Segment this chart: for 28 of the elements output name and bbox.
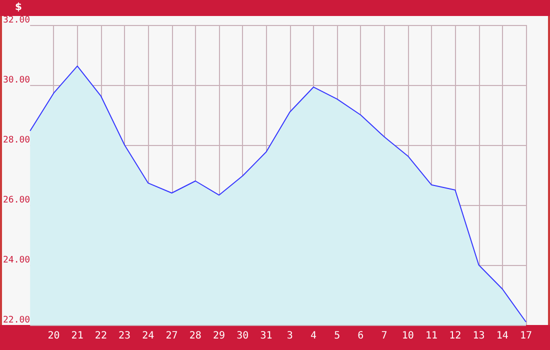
x-tick-label: 21 (71, 330, 84, 342)
y-tick-label: 30.00 (3, 76, 30, 86)
y-tick-label: 24.00 (3, 256, 30, 266)
x-tick-label: 22 (94, 330, 107, 342)
x-tick-label: 24 (142, 330, 154, 342)
x-tick-label: 6 (358, 330, 364, 342)
x-tick-label: 28 (189, 330, 202, 342)
x-tick-label: 14 (496, 330, 508, 342)
y-axis-title: $ (15, 2, 22, 13)
x-tick-label: 17 (520, 330, 532, 342)
y-tick-label: 32.00 (3, 16, 30, 26)
y-tick-label: 26.00 (3, 196, 30, 206)
x-tick-label: 3 (286, 330, 293, 342)
x-tick-label: 7 (381, 330, 388, 342)
x-tick-label: 11 (426, 330, 438, 342)
x-tick-label: 31 (260, 330, 272, 342)
x-tick-label: 27 (166, 330, 178, 342)
x-tick-label: 23 (118, 330, 131, 342)
x-tick-label: 10 (402, 330, 414, 342)
x-tick-label: 12 (449, 330, 462, 342)
x-tick-label: 5 (334, 330, 340, 342)
y-tick-label: 22.00 (3, 316, 30, 326)
x-tick-label: 4 (310, 330, 316, 342)
x-tick-label: 13 (472, 330, 485, 342)
x-tick-label: 29 (212, 330, 226, 342)
x-tick-label: 30 (236, 330, 249, 342)
x-tick-label: 20 (48, 330, 60, 342)
y-tick-label: 28.00 (3, 136, 30, 146)
